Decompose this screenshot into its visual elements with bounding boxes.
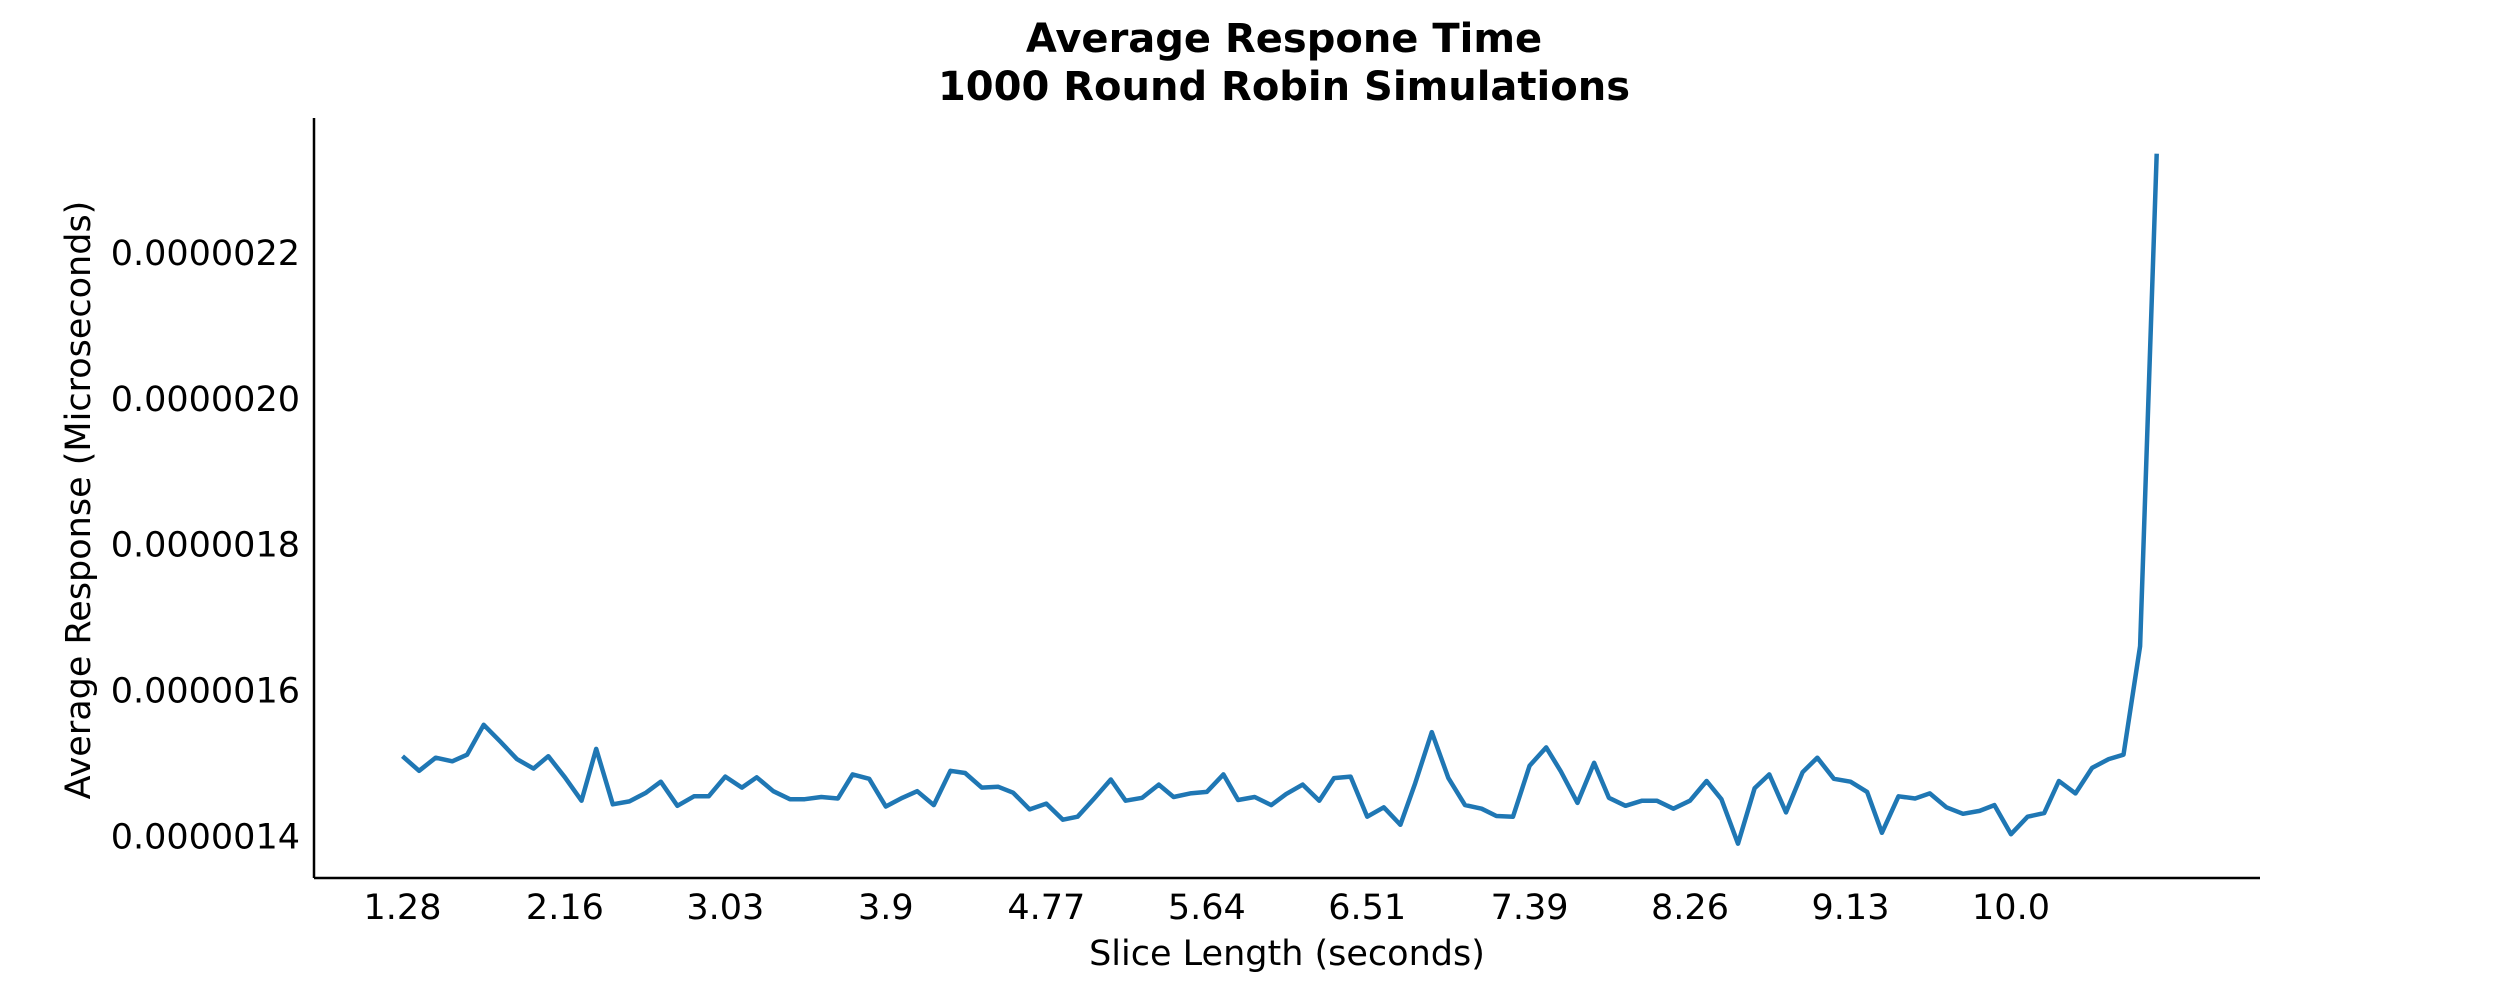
x-tick-label: 5.64 bbox=[1168, 888, 1246, 928]
y-axis-label: Average Response (Microseconds) bbox=[59, 201, 99, 800]
x-tick-label: 3.9 bbox=[858, 888, 914, 928]
y-tick-label: 0.0000022 bbox=[111, 234, 300, 274]
y-tick-label: 0.0000014 bbox=[111, 817, 300, 857]
x-tick-label: 7.39 bbox=[1491, 888, 1569, 928]
x-tick-label: 9.13 bbox=[1812, 888, 1890, 928]
chart-title-line1: Average Respone Time bbox=[1026, 16, 1542, 62]
y-tick-label: 0.0000018 bbox=[111, 526, 300, 566]
x-tick-label: 8.26 bbox=[1651, 888, 1729, 928]
y-tick-label: 0.0000020 bbox=[111, 380, 300, 420]
x-axis-label: Slice Length (seconds) bbox=[1089, 934, 1485, 974]
x-axis-ticks: 1.28 2.16 3.03 3.9 4.77 5.64 6.51 7.39 8.26 9.13 1… bbox=[364, 888, 2050, 928]
series-line bbox=[401, 153, 2159, 846]
chart-title-line2: 1000 Round Robin Simulations bbox=[938, 64, 1630, 110]
plot-area bbox=[401, 153, 2159, 846]
x-tick-label: 6.51 bbox=[1328, 888, 1406, 928]
x-tick-label: 10.0 bbox=[1972, 888, 2050, 928]
y-tick-label: 0.0000016 bbox=[111, 672, 300, 712]
x-tick-label: 1.28 bbox=[364, 888, 442, 928]
x-tick-label: 2.16 bbox=[526, 888, 604, 928]
y-axis-ticks: 0.0000014 0.0000016 0.0000018 0.0000020 0.00… bbox=[111, 234, 300, 858]
x-tick-label: 3.03 bbox=[686, 888, 764, 928]
x-tick-label: 4.77 bbox=[1007, 888, 1085, 928]
